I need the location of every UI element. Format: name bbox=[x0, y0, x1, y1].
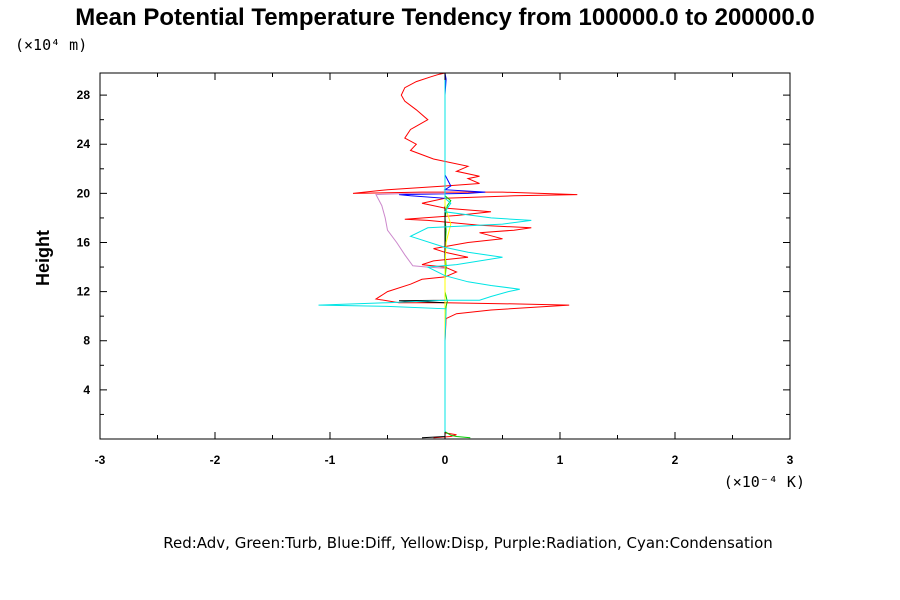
y-tick-label: 24 bbox=[77, 137, 91, 151]
y-axis-label: Height bbox=[33, 230, 53, 286]
y-tick-label: 12 bbox=[77, 285, 91, 299]
series-line-2 bbox=[398, 73, 486, 437]
x-tick-label: -3 bbox=[95, 453, 106, 467]
x-tick-label: 0 bbox=[442, 453, 449, 467]
series-line-5 bbox=[375, 192, 446, 269]
y-unit-label: (×10⁴ m) bbox=[15, 36, 87, 54]
series-layer bbox=[318, 73, 578, 439]
series-line-3 bbox=[398, 73, 446, 439]
x-tick-label: -1 bbox=[325, 453, 336, 467]
x-tick-label: 1 bbox=[557, 453, 564, 467]
x-tick-label: -2 bbox=[210, 453, 221, 467]
y-tick-label: 16 bbox=[77, 235, 91, 249]
series-line-0 bbox=[352, 73, 578, 439]
chart-title: Mean Potential Temperature Tendency from… bbox=[75, 4, 814, 31]
x-tick-label: 2 bbox=[672, 453, 679, 467]
legend-caption: Red:Adv, Green:Turb, Blue:Diff, Yellow:D… bbox=[163, 534, 773, 552]
x-tick-label: 3 bbox=[787, 453, 794, 467]
y-tick-label: 4 bbox=[83, 383, 90, 397]
series-line-4 bbox=[444, 73, 452, 437]
y-tick-label: 20 bbox=[77, 186, 91, 200]
y-tick-label: 28 bbox=[77, 88, 91, 102]
y-tick-label: 8 bbox=[83, 334, 90, 348]
x-unit-label: (×10⁻⁴ K) bbox=[724, 473, 805, 491]
series-line-6 bbox=[318, 73, 532, 437]
